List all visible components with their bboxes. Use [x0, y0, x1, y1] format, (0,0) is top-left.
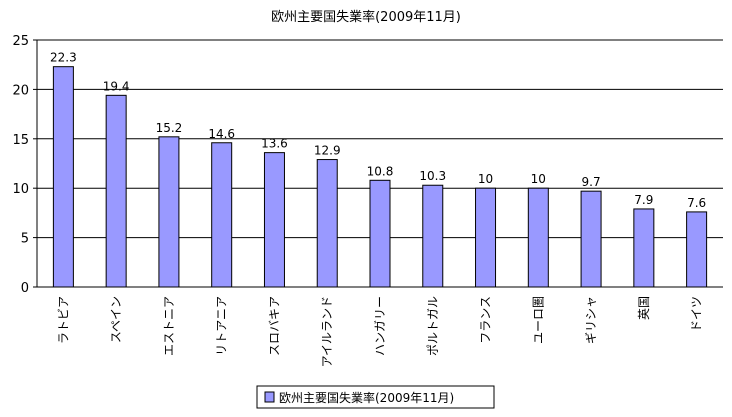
- y-tick-label: 25: [12, 34, 29, 49]
- value-label: 13.6: [261, 137, 288, 151]
- legend-swatch: [264, 391, 275, 403]
- value-label: 10: [478, 172, 493, 186]
- value-label: 15.2: [156, 121, 183, 135]
- x-axis-tick-labels: ラトビア スペイン エストニア リトアニア スロバキア アイルランド ハンガリー ポルトガル フ…: [56, 296, 703, 367]
- value-label: 7.9: [634, 193, 653, 207]
- value-label: 7.6: [687, 196, 706, 210]
- value-label: 10.3: [419, 169, 446, 183]
- x-tick-label: ポルトガル: [426, 296, 440, 356]
- bar: [263, 152, 285, 288]
- legend-box: [256, 385, 495, 409]
- x-tick-label: ハンガリー: [373, 296, 387, 356]
- x-tick-label: スペイン: [109, 296, 123, 343]
- x-tick-label: ユーロ圏: [531, 296, 545, 344]
- bar: [316, 159, 338, 288]
- x-tick-label: エストニア: [162, 296, 176, 356]
- x-tick-label: ギリシャ: [584, 296, 598, 344]
- value-label: 10.8: [367, 164, 394, 178]
- value-labels: 22.3 19.4 15.2 14.6 13.6 12.9 10.8 10.3 10 10 9.7 7…: [50, 51, 706, 210]
- value-label: 22.3: [50, 51, 77, 65]
- x-tick-label: ラトビア: [56, 296, 70, 344]
- x-tick-label: リトアニア: [215, 296, 229, 356]
- bar: [475, 187, 497, 288]
- gridlines: [33, 39, 723, 288]
- bar: [105, 94, 127, 288]
- bar: [211, 142, 233, 288]
- value-label: 12.9: [314, 144, 341, 158]
- y-tick-label: 20: [12, 83, 29, 98]
- value-label: 10: [531, 172, 546, 186]
- value-label: 14.6: [208, 127, 235, 141]
- bar: [158, 136, 180, 288]
- bar: [52, 66, 74, 288]
- x-tick-label: 英国: [637, 296, 651, 320]
- y-tick-label: 5: [21, 232, 29, 247]
- x-tick-label: ドイツ: [690, 296, 704, 332]
- y-axis-tick-labels: 0 5 10 15 20 25: [12, 34, 29, 296]
- value-label: 9.7: [582, 175, 601, 189]
- y-tick-label: 10: [12, 182, 29, 197]
- bar: [369, 179, 391, 288]
- y-tick-label: 15: [12, 133, 29, 148]
- bar: [633, 208, 655, 288]
- value-label: 19.4: [103, 79, 130, 93]
- x-tick-label: フランス: [479, 296, 493, 344]
- bar: [422, 184, 444, 288]
- bar: [580, 190, 602, 288]
- y-tick-label: 0: [21, 281, 29, 296]
- x-tick-label: アイルランド: [320, 296, 334, 367]
- bar: [527, 187, 549, 288]
- legend-label: 欧州主要国失業率(2009年11月): [279, 390, 454, 405]
- chart-title: 欧州主要国失業率(2009年11月): [271, 9, 461, 25]
- bar: [686, 211, 708, 288]
- legend: 欧州主要国失業率(2009年11月): [256, 385, 495, 409]
- x-tick-label: スロバキア: [267, 296, 281, 356]
